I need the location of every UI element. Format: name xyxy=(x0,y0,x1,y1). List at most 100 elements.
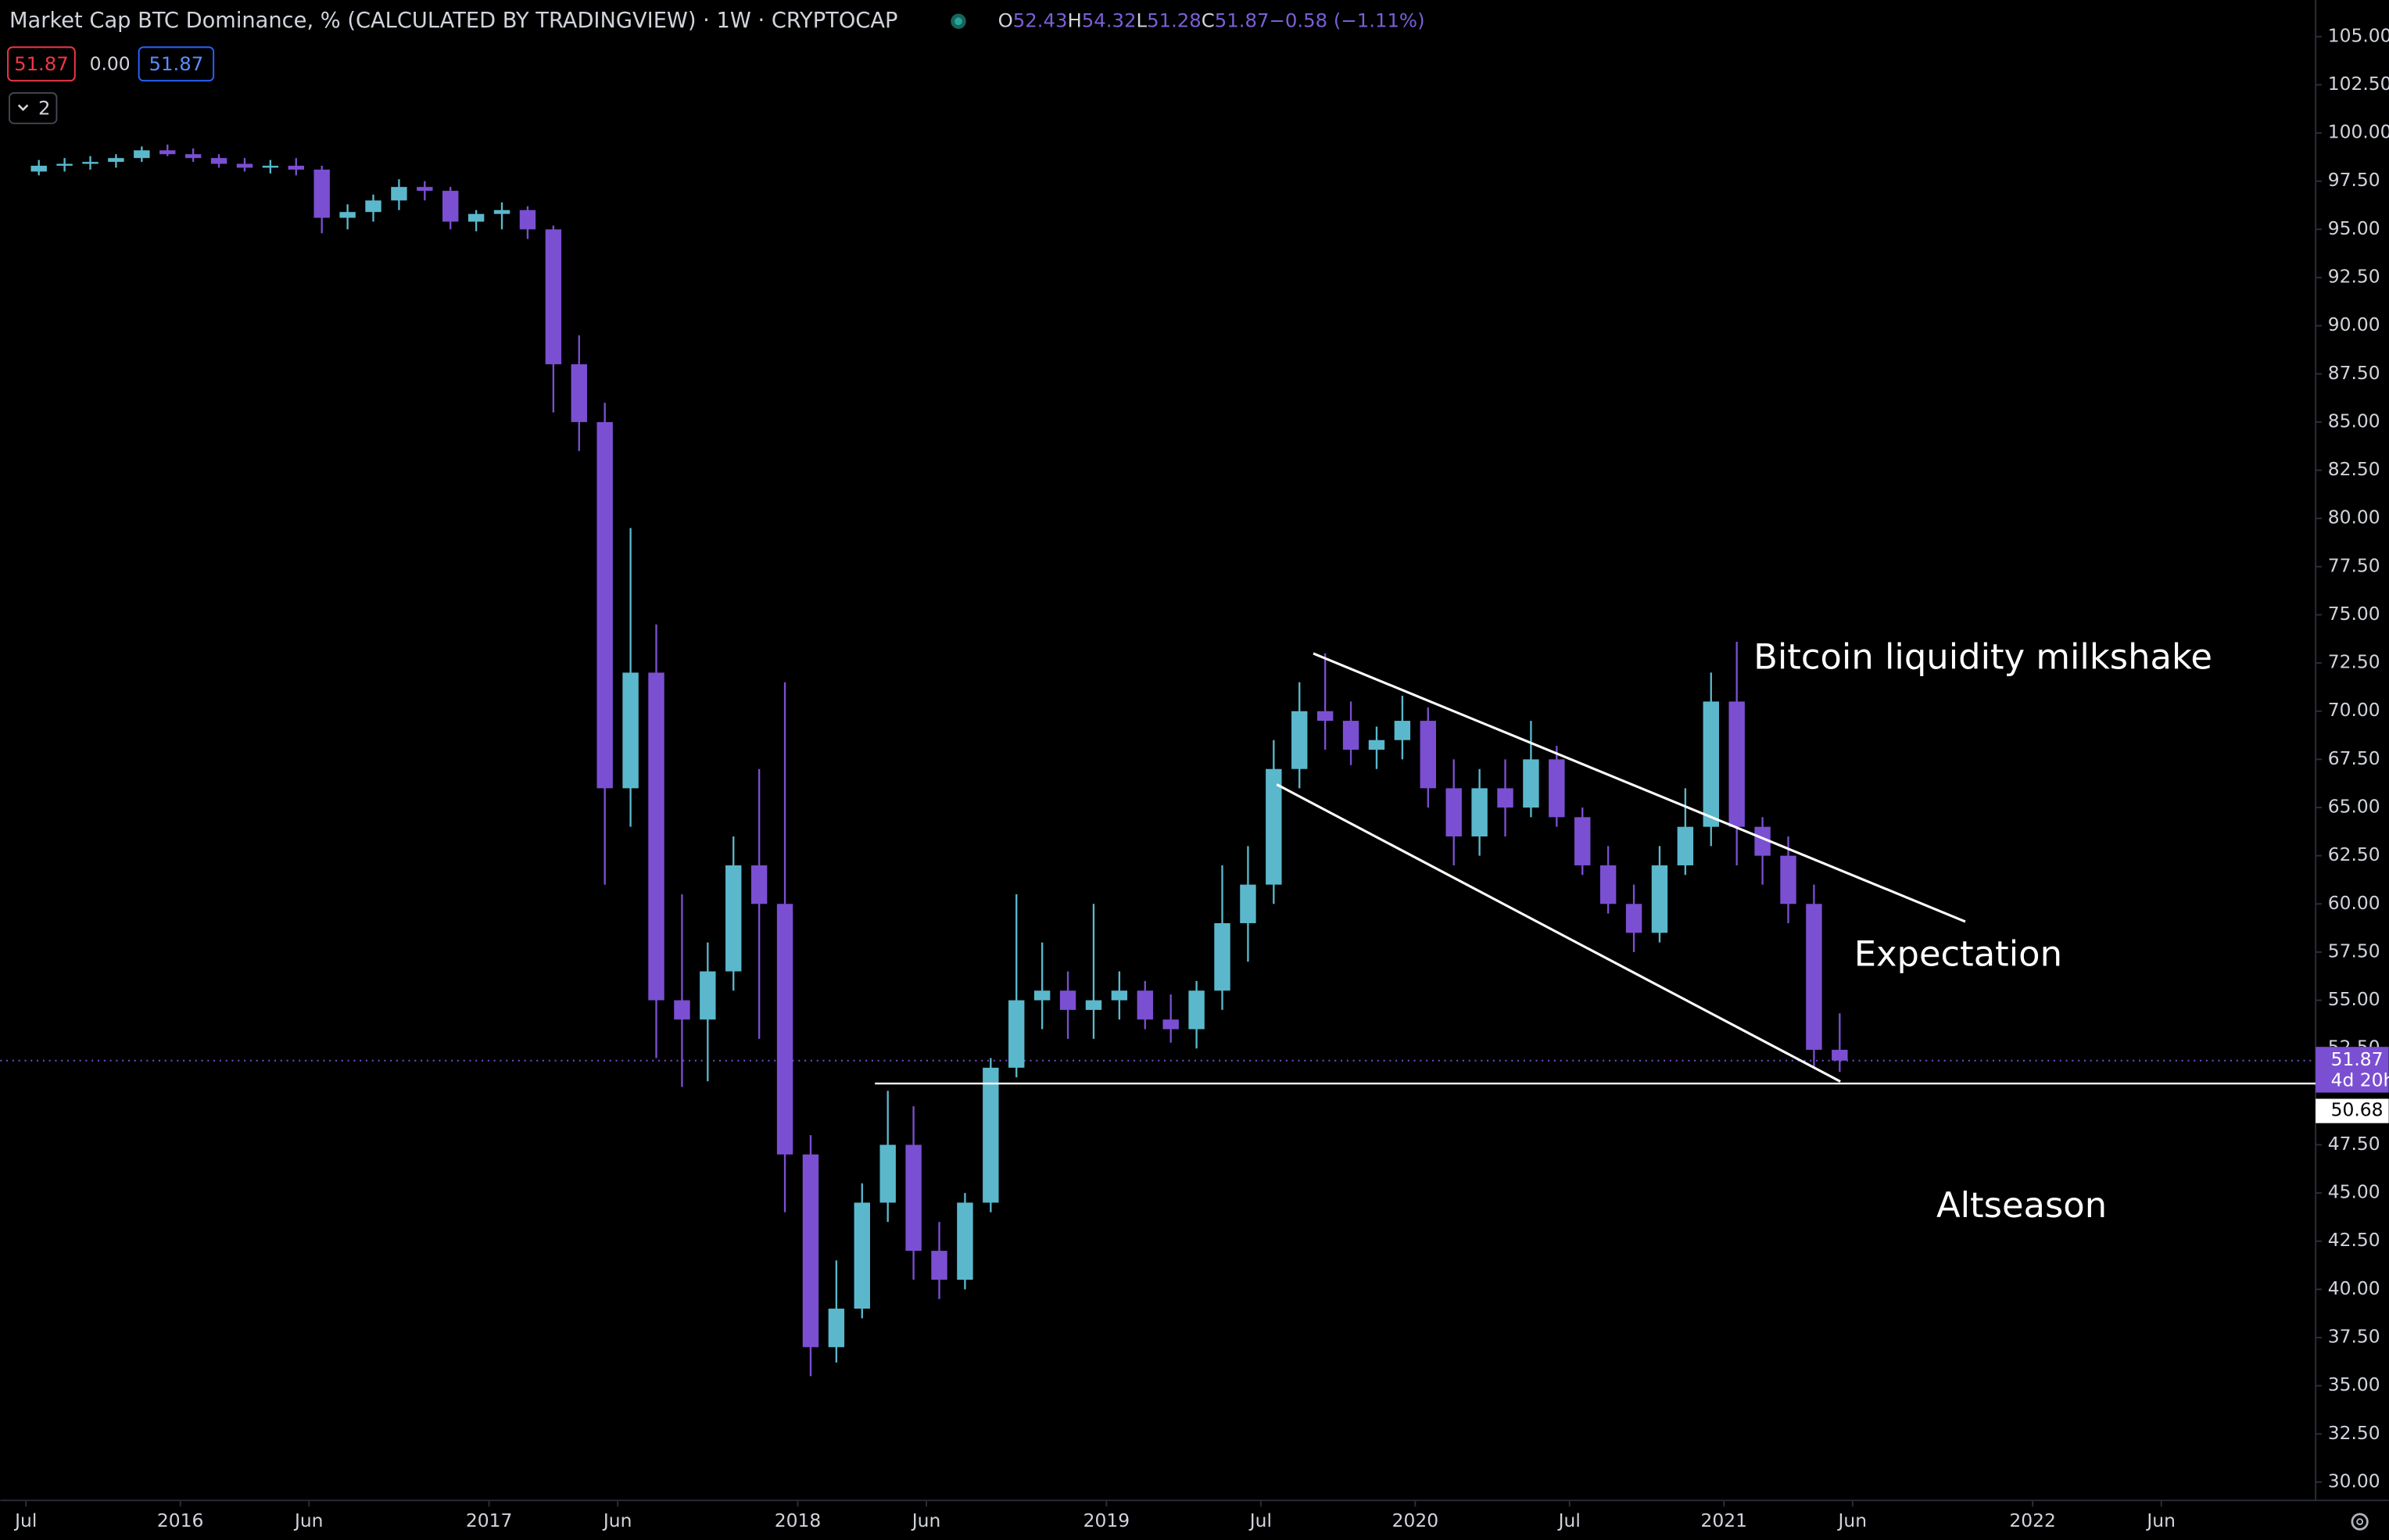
y-tick-label: 57.50 xyxy=(2328,940,2380,962)
candle-body xyxy=(184,154,202,159)
badge-box xyxy=(7,46,76,82)
annotation: Bitcoin liquidity milkshake xyxy=(1753,636,2212,678)
candle-body xyxy=(1497,788,1513,808)
candle-body xyxy=(1266,768,1282,885)
ohlc-value: 54.32 xyxy=(1082,9,1137,31)
candle-body xyxy=(674,1000,690,1020)
candle-body xyxy=(339,212,356,218)
candle-body xyxy=(1137,990,1153,1020)
candle-body xyxy=(1111,990,1128,1001)
candle-body xyxy=(1471,788,1488,836)
badge: 51.87 xyxy=(14,52,69,75)
candle-body xyxy=(1214,922,1230,991)
chevron-icon xyxy=(17,104,29,112)
annotation: Altseason xyxy=(1936,1184,2107,1226)
status-dot-core xyxy=(955,17,962,26)
badge: 51.87 xyxy=(149,52,204,75)
x-tick-label: 2017 xyxy=(466,1510,513,1531)
candle-body xyxy=(1162,1019,1179,1030)
y-tick-label: 37.50 xyxy=(2328,1326,2380,1348)
candle-body xyxy=(417,187,433,192)
y-tick-label: 67.50 xyxy=(2328,747,2380,769)
candle-body xyxy=(467,213,485,222)
candle-body xyxy=(1754,826,1771,856)
candle-body xyxy=(56,163,73,167)
y-tick-label: 45.00 xyxy=(2328,1181,2380,1203)
y-tick-label: 42.50 xyxy=(2328,1229,2380,1251)
y-tick-label: 70.00 xyxy=(2328,699,2380,721)
candle-body xyxy=(931,1251,947,1280)
candle-body xyxy=(1394,721,1411,740)
candle-body xyxy=(1033,990,1051,1001)
x-tick-label: Jun xyxy=(2145,1510,2176,1531)
candle-body xyxy=(1240,884,1256,923)
x-tick-label: 2016 xyxy=(157,1510,204,1531)
candle-body xyxy=(30,166,47,172)
y-tick-label: 35.00 xyxy=(2328,1373,2380,1395)
x-tick-label: Jun xyxy=(602,1510,632,1531)
y-tick-label: 30.00 xyxy=(2328,1470,2380,1492)
candle-body xyxy=(1677,826,1694,865)
candle-body xyxy=(700,971,716,1020)
x-tick-label: 2021 xyxy=(1700,1510,1747,1531)
y-tick-label: 105.00 xyxy=(2328,24,2389,46)
y-tick-label: 92.50 xyxy=(2328,266,2380,288)
candle-body xyxy=(571,364,587,422)
ohlc-key: O xyxy=(998,9,1013,31)
candle-body xyxy=(210,158,227,164)
candle-body xyxy=(519,210,536,230)
settings-icon[interactable] xyxy=(2351,1513,2369,1531)
y-tick-label: 87.50 xyxy=(2328,362,2380,384)
last-price-label: 51.87 xyxy=(2331,1048,2384,1070)
candle-body xyxy=(313,169,330,218)
y-tick-label: 55.00 xyxy=(2328,988,2380,1010)
x-tick-label: Jun xyxy=(911,1510,941,1531)
candle-body xyxy=(802,1154,819,1348)
candle-body xyxy=(1574,817,1591,865)
ohlc-change: −0.58 (−1.11%) xyxy=(1270,9,1425,31)
candle-body xyxy=(1342,721,1359,750)
candle-body xyxy=(545,229,562,364)
badge-box xyxy=(138,46,215,82)
badge: 0.00 xyxy=(90,52,131,74)
x-tick-label: 2018 xyxy=(775,1510,821,1531)
candle-body xyxy=(1832,1049,1848,1061)
ohlc-key: L xyxy=(1137,9,1148,31)
y-tick-label: 85.00 xyxy=(2328,410,2380,432)
candle-body xyxy=(159,150,176,155)
candle-body xyxy=(236,163,253,168)
candle-body xyxy=(134,150,150,159)
chart-title[interactable]: Market Cap BTC Dominance, % (CALCULATED … xyxy=(9,9,897,33)
candle-body xyxy=(1806,904,1822,1050)
candle-body xyxy=(750,865,768,904)
indicator-toggle-box[interactable] xyxy=(9,91,58,124)
candle-body xyxy=(725,865,742,972)
x-tick-label: Jun xyxy=(1837,1510,1868,1531)
ohlc-value: 51.28 xyxy=(1147,9,1202,31)
gear-hub[interactable] xyxy=(2356,1518,2364,1526)
x-tick-label: Jul xyxy=(1248,1510,1272,1531)
candle-body xyxy=(493,210,510,214)
x-tick-label: 2020 xyxy=(1392,1510,1439,1531)
candle-body xyxy=(828,1309,845,1348)
support-price-box xyxy=(2316,1098,2389,1123)
y-tick-label: 62.50 xyxy=(2328,843,2380,865)
ohlc-key: C xyxy=(1202,9,1215,31)
gear[interactable] xyxy=(2351,1513,2369,1531)
candle-body xyxy=(1780,855,1796,904)
candle-body xyxy=(622,672,639,789)
candle-body xyxy=(288,166,304,170)
y-tick-label: 77.50 xyxy=(2328,554,2380,576)
candle-body xyxy=(1420,721,1436,789)
y-tick-label: 75.00 xyxy=(2328,603,2380,625)
x-tick-label: Jul xyxy=(1557,1510,1581,1531)
candle-body xyxy=(391,187,407,201)
indicator-count[interactable]: 2 xyxy=(38,96,51,119)
candle-body xyxy=(1316,711,1334,722)
candle-body xyxy=(983,1067,999,1203)
candle-body xyxy=(957,1202,973,1280)
candle-body xyxy=(648,672,664,1001)
x-tick-label: 2022 xyxy=(2009,1510,2056,1531)
